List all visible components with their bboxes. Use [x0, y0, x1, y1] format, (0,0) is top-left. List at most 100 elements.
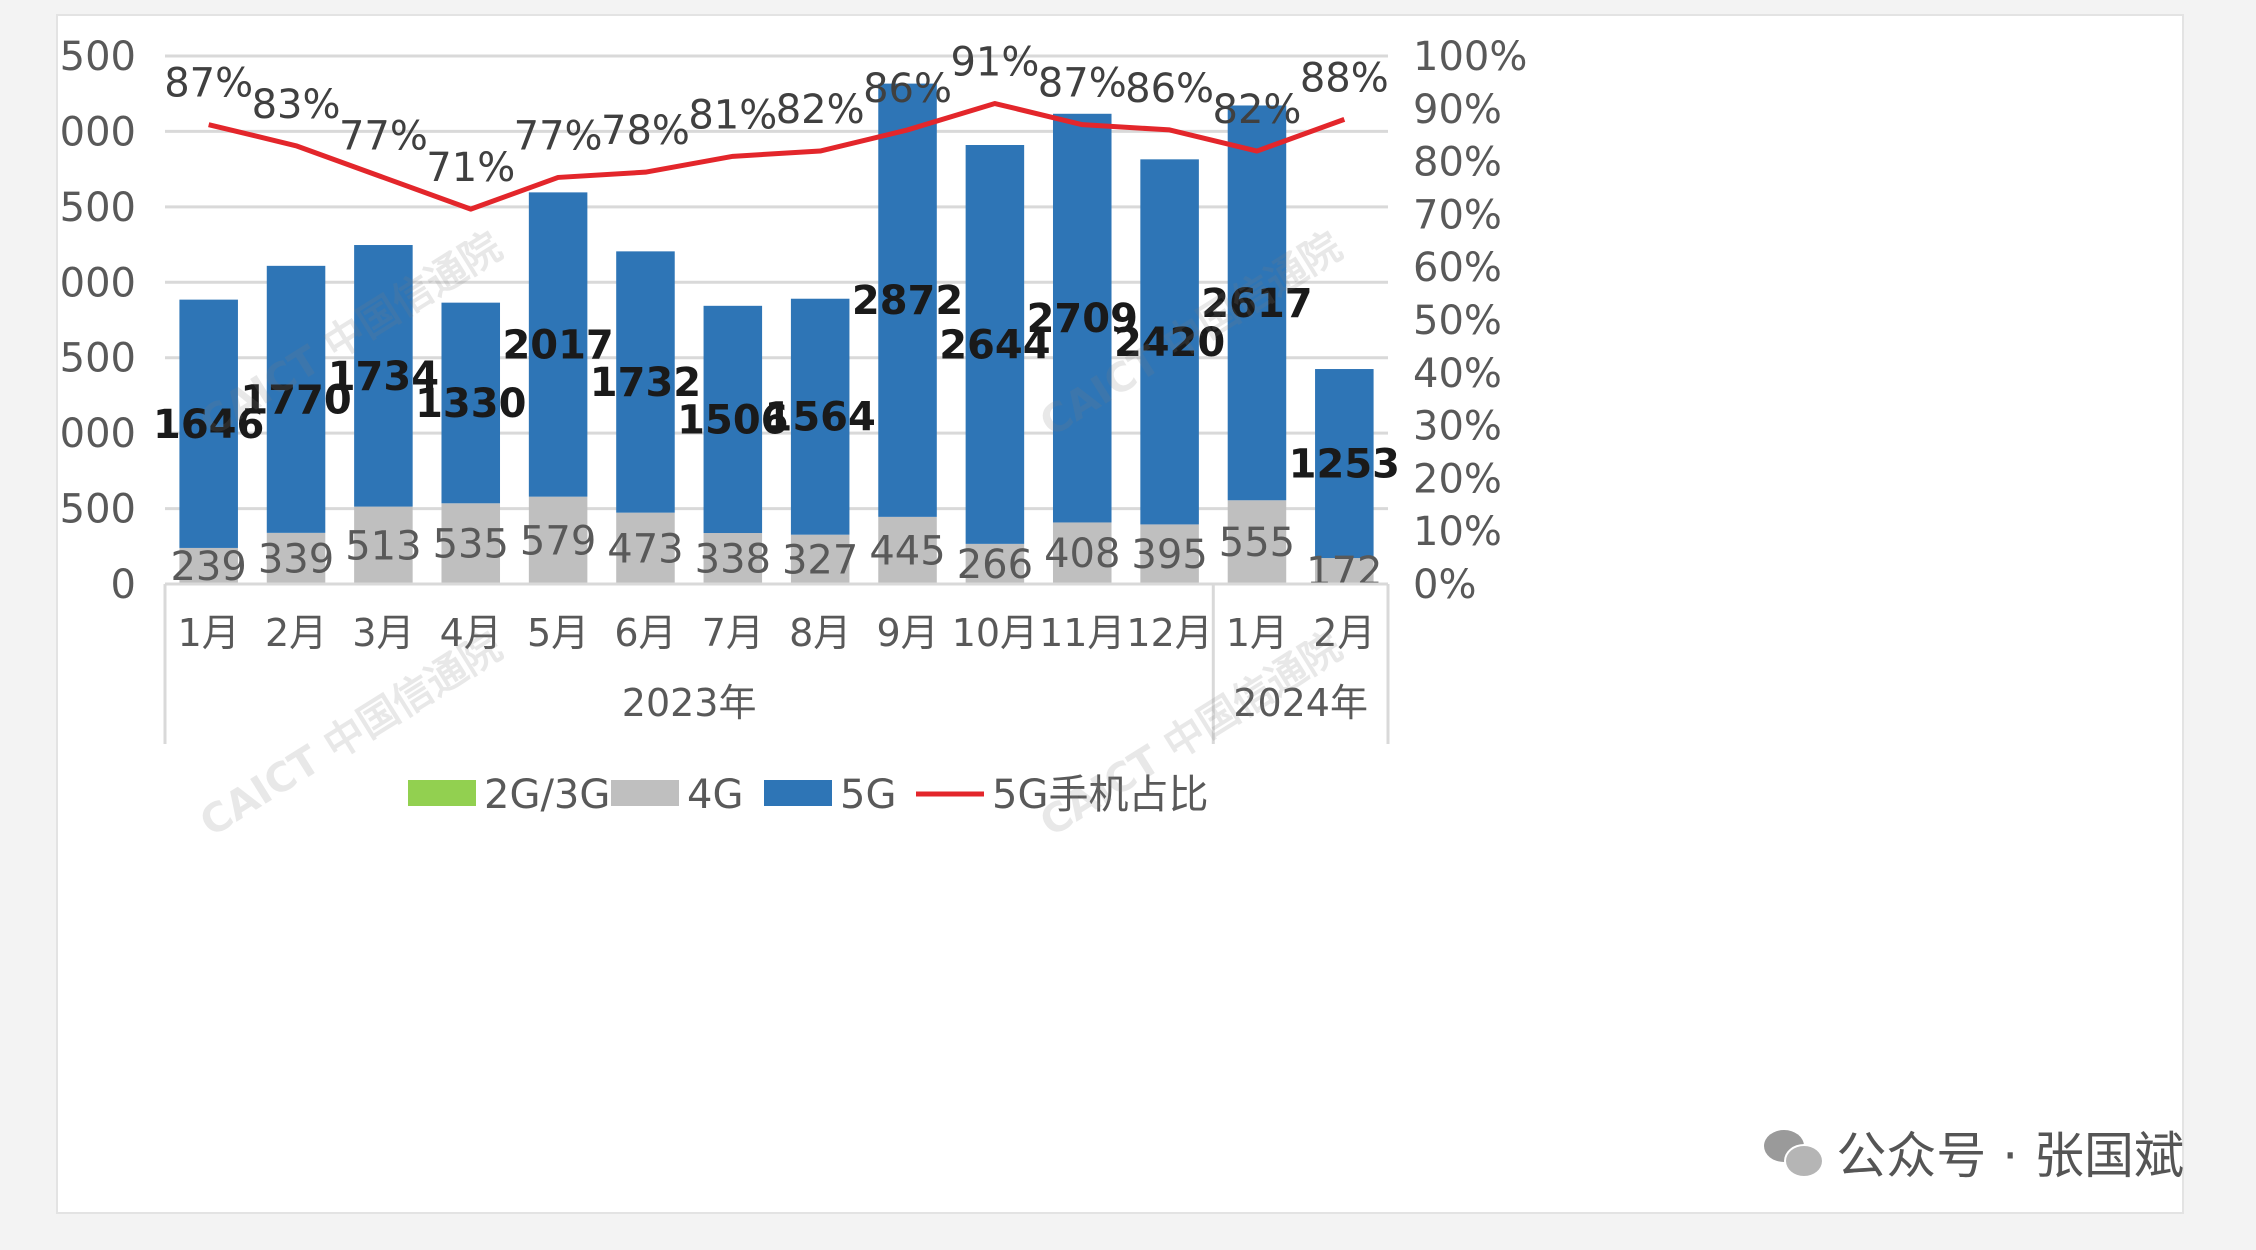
pct-label: 88%	[1300, 55, 1389, 101]
pct-label: 82%	[776, 87, 865, 133]
x-group-label: 2023年	[622, 681, 757, 725]
data-label-5g: 2017	[502, 323, 613, 369]
pct-label: 78%	[601, 108, 690, 154]
x-tick-label: 2月	[265, 611, 327, 655]
bar-5g-2	[266, 265, 326, 533]
y-right-tick-label: 50%	[1413, 298, 1502, 344]
data-label-5g: 1732	[590, 360, 701, 406]
bar-4g-14	[1315, 558, 1374, 584]
y-right-tick-label: 60%	[1413, 245, 1502, 291]
line-5g-share	[208, 101, 1346, 212]
data-label-4g: 395	[1131, 532, 1207, 578]
pct-label: 77%	[339, 113, 428, 159]
data-label-4g: 445	[869, 528, 945, 574]
bar-4g-12	[1140, 524, 1199, 584]
data-label-4g: 408	[1044, 531, 1120, 577]
y-left-tick-label: 2000	[58, 260, 136, 306]
bar-5g-14	[1315, 369, 1374, 559]
pct-label: 82%	[1213, 87, 1302, 133]
pct-label: 87%	[1038, 61, 1127, 107]
y-right-tick-label: 20%	[1413, 456, 1502, 502]
bar-5g-6	[616, 251, 675, 513]
bar-5g-13	[1227, 105, 1287, 501]
y-left-tick-label: 3500	[58, 34, 136, 80]
y-right-tick-label: 10%	[1413, 509, 1502, 555]
y-left-tick-label: 2500	[58, 185, 136, 231]
x-tick-label: 2月	[1313, 611, 1375, 655]
data-label-5g: 1564	[765, 395, 876, 441]
watermark: CAICT 中国信通院	[192, 624, 510, 846]
legend-4g-swatch	[611, 780, 679, 806]
bar-4g-13	[1227, 500, 1287, 584]
pct-label: 86%	[863, 66, 952, 112]
data-label-5g: 2709	[1027, 296, 1138, 342]
bar-4g-4	[441, 503, 501, 584]
x-tick-label: 6月	[614, 611, 676, 655]
bar-5g-1	[179, 299, 238, 548]
bar-5g-12	[1140, 159, 1199, 525]
data-label-4g: 239	[170, 544, 246, 590]
y-right-tick-label: 90%	[1413, 87, 1502, 133]
bar-4g-10	[965, 543, 1025, 584]
data-label-4g: 338	[695, 537, 771, 583]
pct-label: 91%	[950, 40, 1039, 86]
y-left-tick-label: 1500	[58, 336, 136, 382]
data-label-4g: 473	[607, 526, 683, 572]
bar-4g-7	[703, 533, 763, 584]
bar-5g-10	[965, 145, 1025, 544]
x-tick-label: 10月	[952, 611, 1038, 655]
data-label-5g: 2617	[1201, 281, 1312, 327]
bar-4g-8	[790, 534, 850, 584]
data-label-4g: 579	[520, 518, 596, 564]
legend-4g-label: 4G	[687, 772, 743, 818]
x-group-label: 2024年	[1233, 681, 1368, 725]
bar-5g-11	[1052, 113, 1112, 523]
y-left-tick-label: 0	[111, 562, 136, 608]
source-credit: 公众号 · 张国斌	[1762, 1116, 2184, 1188]
bar-4g-6	[616, 512, 675, 584]
y-right-tick-label: 40%	[1413, 351, 1502, 397]
data-label-5g: 1646	[153, 402, 264, 448]
x-tick-label: 8月	[789, 611, 851, 655]
pct-label: 83%	[252, 82, 341, 128]
chart-card: 239 1646 339 1770 513 1734 535 1330 579 2017 473 17…	[56, 14, 2184, 1214]
data-label-4g: 555	[1219, 520, 1295, 566]
bar-4g-3	[354, 506, 413, 584]
pct-label: 71%	[426, 145, 515, 191]
pct-label: 86%	[1125, 66, 1214, 112]
wechat-icon	[1762, 1126, 1825, 1178]
data-label-5g: 1770	[240, 377, 351, 423]
bar-5g-7	[703, 305, 763, 534]
legend-5g-swatch	[764, 780, 832, 806]
y-left-tick-label: 1000	[58, 411, 136, 457]
legend-5g-share-label: 5G手机占比	[992, 772, 1208, 818]
y-right-tick-label: 70%	[1413, 192, 1502, 238]
bar-4g-9	[878, 516, 937, 584]
pct-label: 87%	[164, 61, 253, 107]
x-tick-label: 1月	[1226, 611, 1288, 655]
pct-label: 77%	[514, 113, 603, 159]
data-label-5g: 1330	[415, 381, 526, 427]
bar-5g-5	[528, 192, 588, 497]
x-tick-label: 4月	[440, 611, 502, 655]
data-label-4g: 172	[1306, 549, 1382, 595]
x-tick-label: 1月	[178, 611, 240, 655]
bar-4g-11	[1052, 522, 1112, 584]
data-label-4g: 327	[782, 537, 858, 583]
x-tick-label: 11月	[1039, 611, 1125, 655]
data-label-4g: 535	[433, 522, 509, 568]
legend-5g-label: 5G	[840, 772, 896, 818]
bar-5g-8	[790, 298, 850, 535]
source-text: 公众号 · 张国斌	[1836, 1127, 2184, 1185]
pct-label: 81%	[688, 92, 777, 138]
x-tick-label: 3月	[352, 611, 414, 655]
y-right-tick-label: 100%	[1413, 34, 1527, 80]
data-label-5g: 2644	[939, 322, 1050, 368]
data-label-5g: 1506	[677, 397, 788, 443]
data-label-5g: 2872	[852, 278, 963, 324]
x-tick-label: 7月	[702, 611, 764, 655]
bar-5g-9	[878, 83, 937, 517]
bar-4g-5	[528, 496, 588, 584]
y-left-tick-label: 3000	[58, 109, 136, 155]
data-label-4g: 339	[258, 536, 334, 582]
